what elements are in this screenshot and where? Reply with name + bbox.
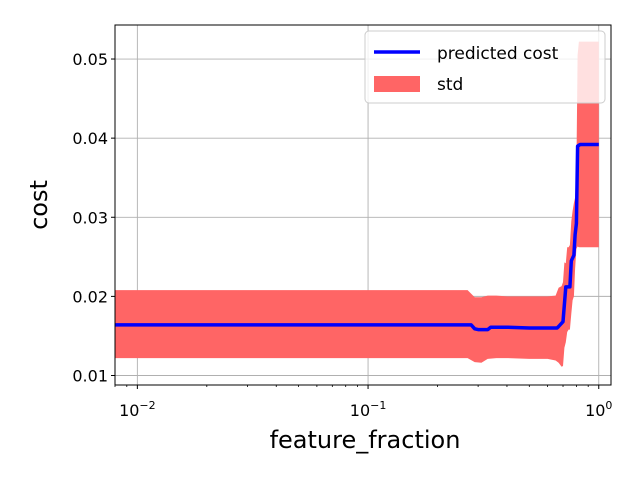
- y-axis-label: cost: [25, 180, 53, 230]
- x-tick-label: 10−1: [350, 399, 387, 420]
- plot-frame: [114, 24, 612, 386]
- y-tick-label: 0.01: [72, 367, 108, 386]
- legend-label-std: std: [437, 75, 463, 95]
- legend-label-predicted-cost: predicted cost: [437, 44, 559, 64]
- ticks: [111, 58, 600, 389]
- std-band-layer: [115, 41, 599, 367]
- legend-box: [364, 30, 606, 104]
- y-tick-label: 0.04: [72, 129, 108, 148]
- y-tick-label: 0.02: [72, 287, 108, 306]
- x-axis-label: feature_fraction: [270, 426, 461, 454]
- predicted-cost-line: [115, 142, 599, 332]
- legend-swatch-std: [374, 76, 420, 92]
- tick-labels: 10−2 10−1 100 0.01 0.02 0.03 0.04 0.05: [72, 50, 612, 420]
- legend: predicted cost std: [364, 30, 606, 104]
- y-tick-label: 0.05: [72, 50, 108, 69]
- std-band: [115, 41, 599, 367]
- x-tick-label: 10−2: [119, 399, 156, 420]
- y-tick-label: 0.03: [72, 208, 108, 227]
- x-tick-label: 100: [585, 399, 612, 420]
- predicted-cost-line-layer: [115, 142, 599, 332]
